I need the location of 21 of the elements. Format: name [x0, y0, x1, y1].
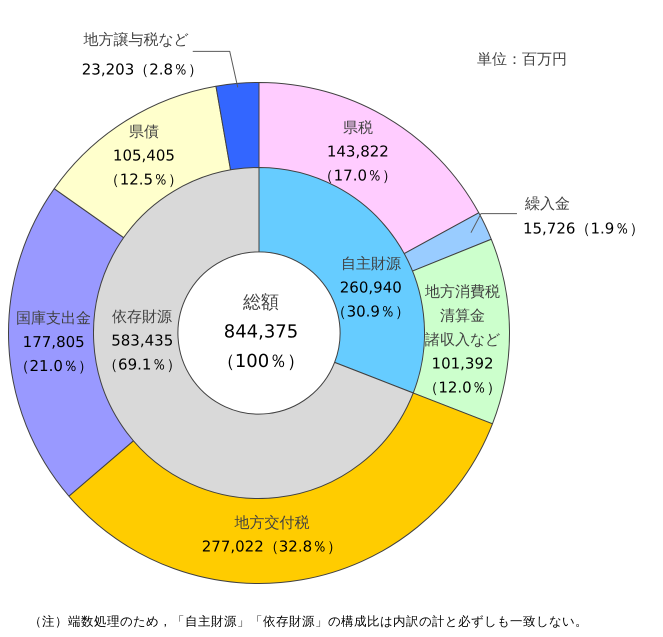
data-label: 277,022（32.8％）	[202, 537, 342, 556]
data-label: 143,822 （17.0％）	[318, 142, 398, 184]
slice-label: 自主財源	[340, 254, 401, 272]
text: 単位：百万円	[477, 50, 567, 68]
data-label: 105,405 （12.5％）	[104, 146, 184, 189]
slice-label: 国庫支出金	[16, 308, 92, 327]
text: （注）端数処理のため，「自主財源」「依存財源」の構成比は内訳の計と必ずしも一致しない。	[29, 613, 588, 628]
text: 総額 844,375 （100％）	[216, 292, 306, 372]
slice-label: 繰入金	[524, 194, 570, 213]
data-label: 177,805 （21.0％）	[14, 332, 93, 375]
data-label: 260,940 （30.9％）	[332, 278, 410, 320]
data-label: 101,392 （12.0％）	[423, 354, 502, 397]
slice-label: 地方消費税清算金諸収入など	[424, 282, 500, 349]
data-label: 23,203（2.8％）	[82, 60, 204, 78]
slice-label: 地方交付税	[233, 513, 310, 532]
slice-label: 地方譲与税など	[82, 30, 189, 48]
data-label: 583,435 （69.1％）	[103, 332, 182, 374]
slice-label: 県債	[128, 122, 159, 141]
data-label: 15,726（1.9％）	[522, 220, 644, 238]
slice-label: 県税	[342, 118, 373, 136]
slice-label: 依存財源	[112, 308, 172, 326]
